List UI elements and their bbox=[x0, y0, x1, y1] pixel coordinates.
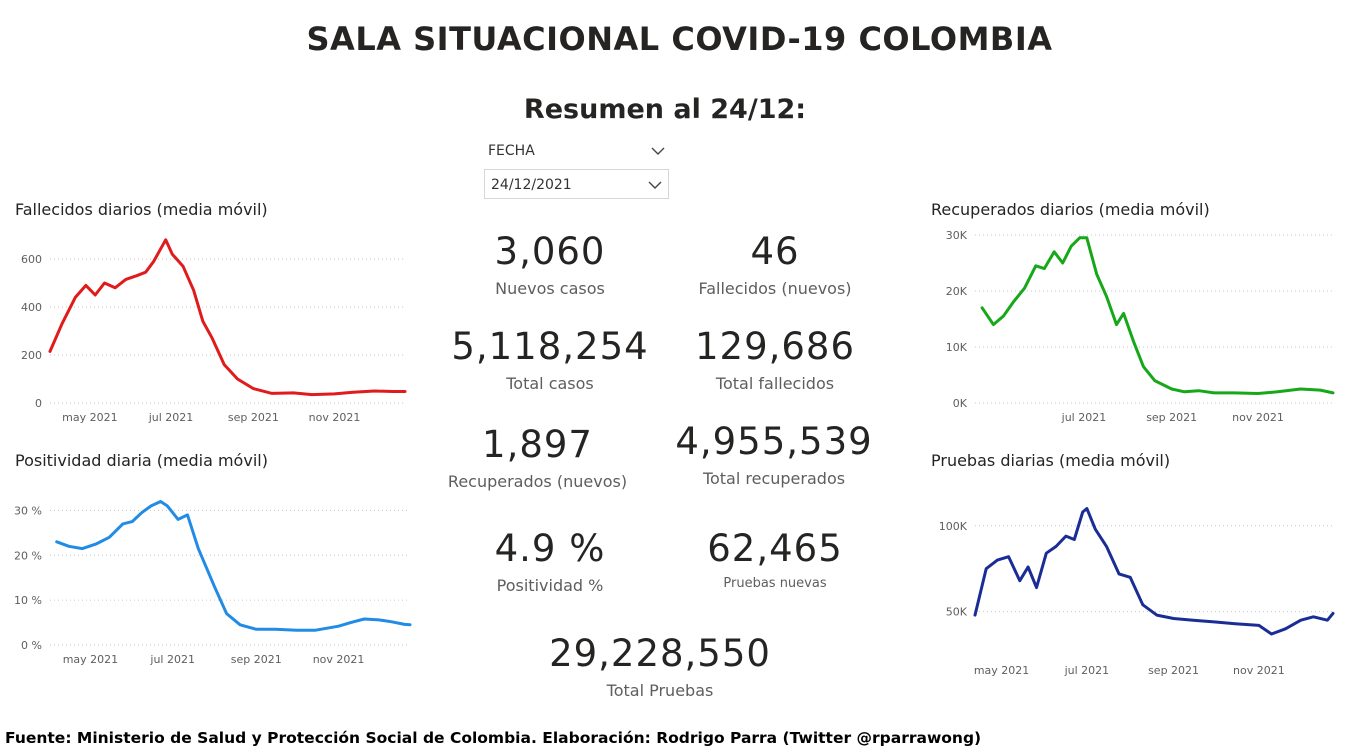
y-tick-label: 400 bbox=[21, 301, 42, 314]
kpi-fallecidos-nuevos: 46 Fallecidos (nuevos) bbox=[675, 230, 875, 298]
y-tick-label: 10K bbox=[946, 341, 968, 354]
recuperados-chart-svg: 0K 10K 20K 30K jul 2021 sep 2021 nov 2021 bbox=[946, 229, 1335, 424]
pruebas-chart-svg: 50K 100K may 2021 jul 2021 sep 2021 nov 2021 bbox=[939, 507, 1335, 677]
chevron-down-icon[interactable] bbox=[647, 178, 663, 192]
series-line bbox=[980, 236, 1335, 395]
kpi-pruebas-nuevas: 62,465 Pruebas nuevas bbox=[675, 527, 875, 591]
kpi-label: Pruebas nuevas bbox=[723, 576, 827, 591]
kpi-label: Total casos bbox=[506, 374, 594, 393]
x-tick-label: sep 2021 bbox=[1146, 411, 1197, 424]
kpi-positividad: 4.9 % Positividad % bbox=[450, 527, 650, 595]
kpi-value: 62,465 bbox=[707, 527, 843, 570]
x-tick-label: nov 2021 bbox=[309, 411, 361, 424]
chart-title-fallecidos: Fallecidos diarios (media móvil) bbox=[15, 200, 268, 219]
kpi-label: Total Pruebas bbox=[606, 681, 714, 700]
date-filter-label: FECHA bbox=[488, 143, 535, 159]
x-tick-label: jul 2021 bbox=[1061, 411, 1107, 424]
y-tick-label: 0 bbox=[35, 397, 42, 410]
x-tick-label: nov 2021 bbox=[313, 653, 365, 666]
positividad-chart-svg: 0 % 10 % 20 % 30 % may 2021 jul 2021 sep 2021 n… bbox=[14, 500, 412, 666]
fallecidos-chart[interactable]: 0 200 400 600 may 2021 jul 2021 sep 2021 nov 20… bbox=[0, 225, 420, 425]
kpi-value: 4.9 % bbox=[494, 527, 606, 570]
kpi-value: 46 bbox=[750, 230, 800, 273]
x-tick-label: jul 2021 bbox=[148, 411, 194, 424]
kpi-value: 1,897 bbox=[482, 423, 593, 466]
recuperados-chart[interactable]: 0K 10K 20K 30K jul 2021 sep 2021 nov 2021 bbox=[915, 225, 1340, 425]
kpi-label: Positividad % bbox=[496, 576, 604, 595]
y-tick-label: 0K bbox=[953, 397, 968, 410]
date-filter-dropdown[interactable]: 24/12/2021 bbox=[484, 169, 669, 199]
x-tick-label: jul 2021 bbox=[149, 653, 195, 666]
y-tick-label: 30K bbox=[946, 229, 968, 242]
y-tick-label: 20 % bbox=[14, 549, 42, 562]
fallecidos-chart-svg: 0 200 400 600 may 2021 jul 2021 sep 2021 nov 20… bbox=[21, 238, 407, 424]
kpi-value: 129,686 bbox=[694, 325, 855, 368]
kpi-label: Total fallecidos bbox=[715, 374, 835, 393]
x-tick-label: may 2021 bbox=[63, 653, 118, 666]
kpi-value: 3,060 bbox=[494, 230, 606, 273]
x-tick-label: may 2021 bbox=[62, 411, 117, 424]
x-tick-label: jul 2021 bbox=[1064, 664, 1110, 677]
chart-title-positividad: Positividad diaria (media móvil) bbox=[15, 451, 268, 470]
y-tick-label: 200 bbox=[21, 349, 42, 362]
y-tick-label: 600 bbox=[21, 253, 42, 266]
series-line bbox=[973, 507, 1335, 636]
kpi-label: Total recuperados bbox=[702, 469, 846, 488]
kpi-total-fallecidos: 129,686 Total fallecidos bbox=[665, 325, 885, 393]
y-tick-label: 20K bbox=[946, 285, 968, 298]
pruebas-chart[interactable]: 50K 100K may 2021 jul 2021 sep 2021 nov 2021 bbox=[915, 480, 1340, 680]
page-title: SALA SITUACIONAL COVID-19 COLOMBIA bbox=[306, 20, 1053, 58]
kpi-total-recuperados: 4,955,539 Total recuperados bbox=[664, 420, 884, 488]
x-tick-label: nov 2021 bbox=[1233, 664, 1285, 677]
x-tick-label: nov 2021 bbox=[1232, 411, 1284, 424]
y-tick-label: 100K bbox=[939, 520, 968, 533]
kpi-value: 29,228,550 bbox=[549, 632, 771, 675]
summary-subtitle: Resumen al 24/12: bbox=[523, 94, 807, 125]
y-tick-label: 30 % bbox=[14, 504, 42, 517]
series-line bbox=[55, 500, 412, 632]
y-tick-label: 50K bbox=[946, 606, 968, 619]
kpi-total-pruebas: 29,228,550 Total Pruebas bbox=[530, 632, 790, 700]
date-filter-value: 24/12/2021 bbox=[491, 177, 572, 193]
x-tick-label: sep 2021 bbox=[231, 653, 282, 666]
collapse-chevron-icon[interactable] bbox=[650, 144, 666, 158]
y-tick-label: 0 % bbox=[21, 639, 42, 652]
kpi-nuevos-casos: 3,060 Nuevos casos bbox=[450, 230, 650, 298]
kpi-value: 5,118,254 bbox=[451, 325, 649, 368]
chart-title-recuperados: Recuperados diarios (media móvil) bbox=[931, 200, 1210, 219]
source-footer: Fuente: Ministerio de Salud y Protección… bbox=[5, 729, 982, 747]
positividad-chart[interactable]: 0 % 10 % 20 % 30 % may 2021 jul 2021 sep 2021 n… bbox=[0, 480, 420, 670]
y-tick-label: 10 % bbox=[14, 594, 42, 607]
x-tick-label: sep 2021 bbox=[1148, 664, 1199, 677]
kpi-value: 4,955,539 bbox=[675, 420, 873, 463]
kpi-label: Nuevos casos bbox=[495, 279, 605, 298]
kpi-label: Recuperados (nuevos) bbox=[447, 472, 628, 491]
kpi-label: Fallecidos (nuevos) bbox=[698, 279, 852, 298]
chart-title-pruebas: Pruebas diarias (media móvil) bbox=[931, 451, 1171, 470]
series-line bbox=[48, 238, 407, 397]
x-tick-label: may 2021 bbox=[974, 664, 1029, 677]
kpi-recuperados-nuevos: 1,897 Recuperados (nuevos) bbox=[435, 423, 640, 491]
x-tick-label: sep 2021 bbox=[228, 411, 279, 424]
kpi-total-casos: 5,118,254 Total casos bbox=[440, 325, 660, 393]
